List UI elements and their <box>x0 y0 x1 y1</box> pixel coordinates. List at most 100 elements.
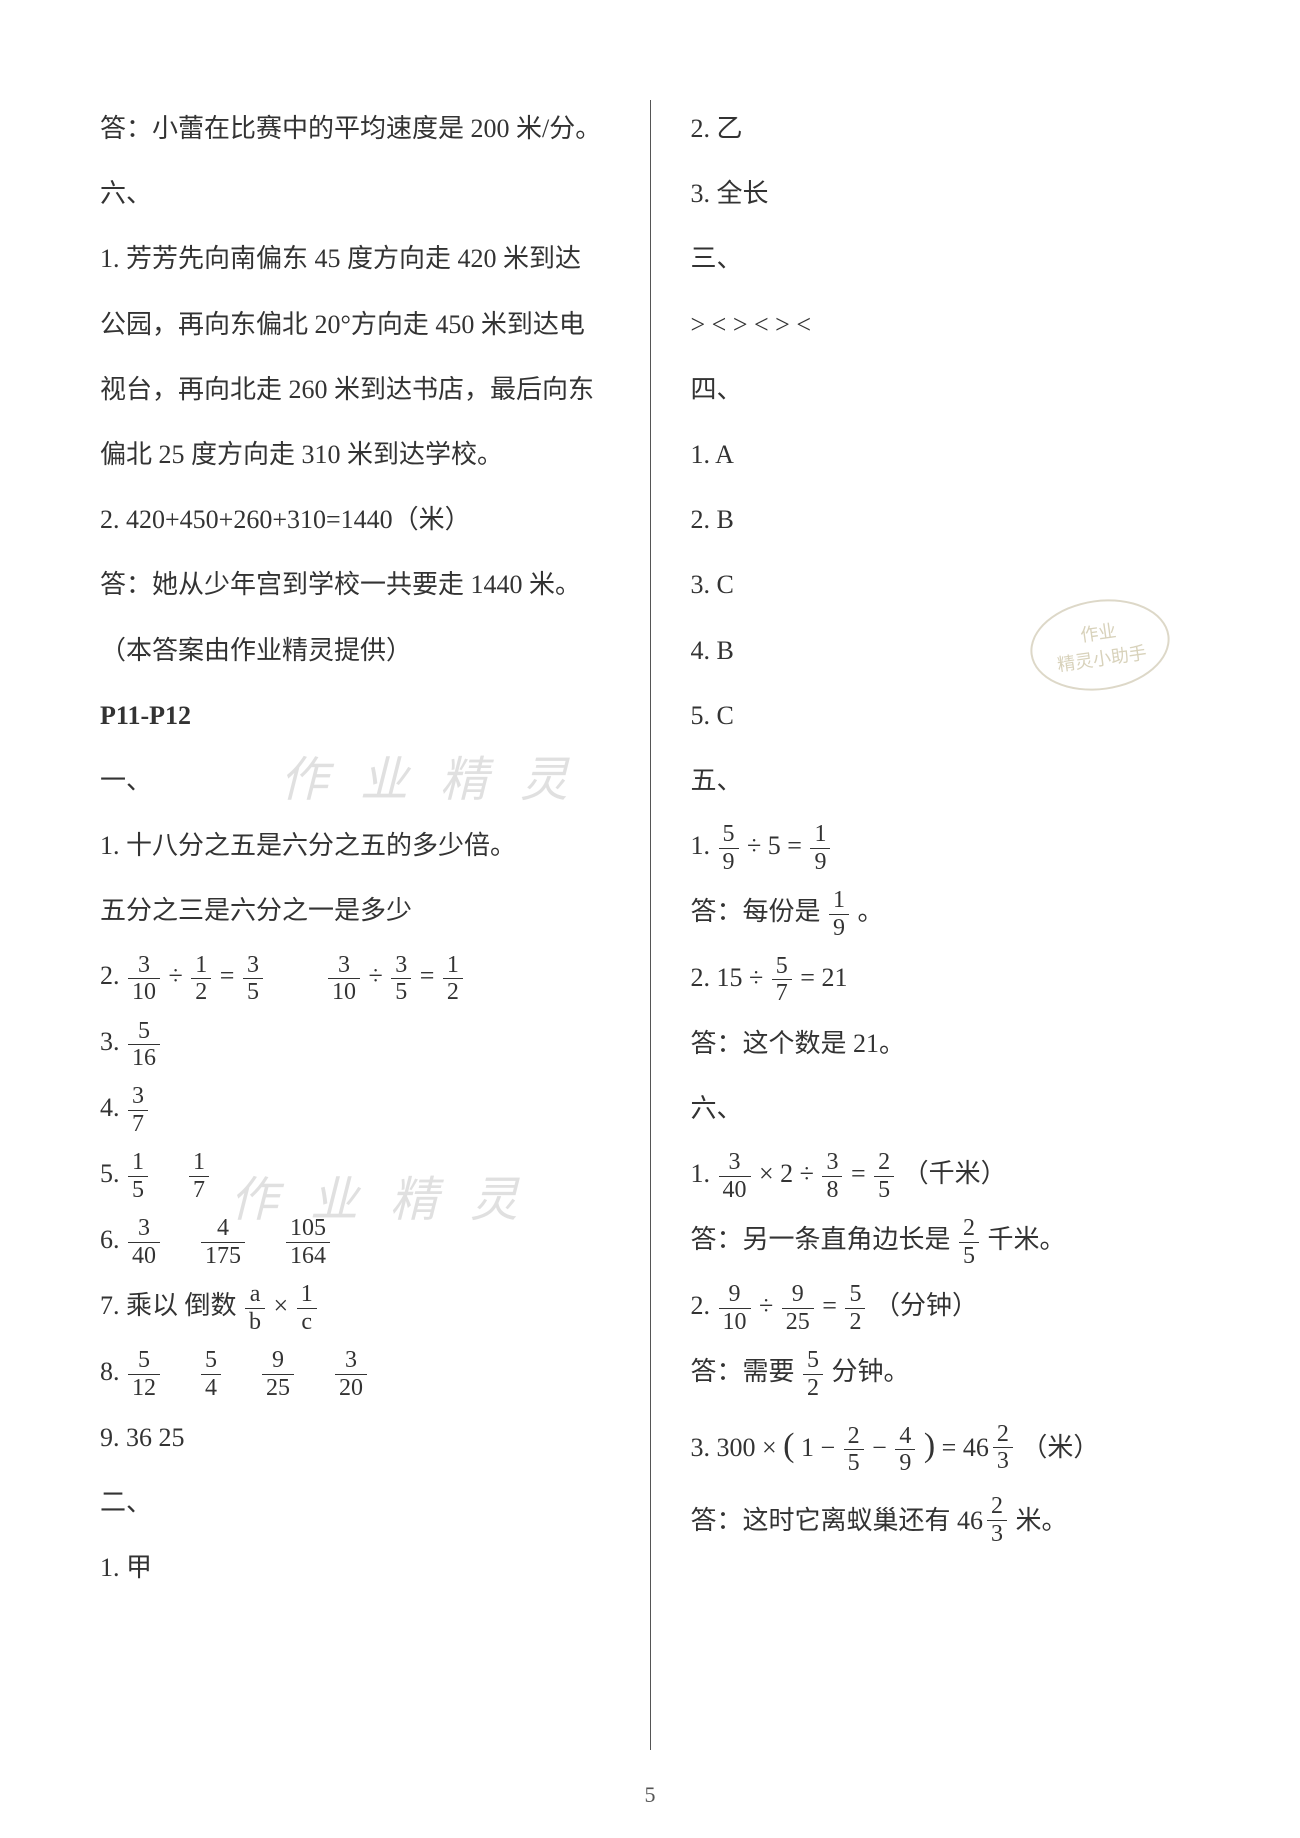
fraction: 25 <box>874 1149 894 1203</box>
text: 答：另一条直角边长是 <box>691 1225 951 1254</box>
fraction: 340 <box>128 1215 160 1269</box>
unit: （千米） <box>903 1159 1007 1188</box>
op: = <box>942 1433 957 1462</box>
num: 2 <box>780 1159 793 1188</box>
equation-line: 6. 340 4175 105164 <box>100 1211 610 1269</box>
text-line: 9. 36 25 <box>100 1409 610 1466</box>
text: 千米。 <box>988 1225 1066 1254</box>
label: 1. <box>691 1159 717 1188</box>
op: = <box>420 961 435 990</box>
section-heading: 三、 <box>691 230 1201 287</box>
label: 1. <box>691 831 717 860</box>
fraction: 25 <box>844 1423 864 1477</box>
unit: （米） <box>1021 1433 1099 1462</box>
text: 分钟。 <box>832 1357 910 1386</box>
text-line: 答：小蕾在比赛中的平均速度是 200 米/分。 <box>100 100 610 157</box>
equation-line: 3. 516 <box>100 1013 610 1071</box>
text-line: （本答案由作业精灵提供） <box>100 622 610 679</box>
fraction: 49 <box>895 1423 915 1477</box>
op: × <box>759 1159 774 1188</box>
paren: ( <box>783 1427 794 1464</box>
fraction: 310 <box>328 952 360 1006</box>
text: 答：这时它离蚁巢还有 <box>691 1506 951 1535</box>
num: 21 <box>821 963 847 992</box>
answer-line: 答：这个数是 21。 <box>691 1015 1201 1072</box>
text: 。 <box>858 897 884 926</box>
section-heading: 四、 <box>691 361 1201 418</box>
op: − <box>872 1433 887 1462</box>
section-heading: 五、 <box>691 752 1201 809</box>
equation-line: 8. 512 54 925 320 <box>100 1343 610 1401</box>
label: 3. <box>691 1433 717 1462</box>
equation-line: 7. 乘以 倒数 ab × 1c <box>100 1277 610 1335</box>
fraction: 1c <box>297 1281 317 1335</box>
fraction: 320 <box>335 1347 367 1401</box>
text-line: 3. 全长 <box>691 165 1201 222</box>
fraction: 17 <box>189 1149 209 1203</box>
equation-line: 1. 340 × 2 ÷ 38 = 25 （千米） <box>691 1145 1201 1203</box>
fraction: 37 <box>128 1083 148 1137</box>
equation-line: 2. 15 ÷ 57 = 21 <box>691 949 1201 1007</box>
equation-line: 2. 310 ÷ 12 = 35 310 ÷ 35 = 12 <box>100 947 610 1005</box>
fraction: 925 <box>262 1347 294 1401</box>
page-content: 答：小蕾在比赛中的平均速度是 200 米/分。 六、 1. 芳芳先向南偏东 45… <box>80 100 1220 1750</box>
fraction: 35 <box>243 952 263 1006</box>
text-line: 视台，再向北走 260 米到达书店，最后向东 <box>100 361 610 418</box>
right-column: 2. 乙 3. 全长 三、 > < > < > < 四、 1. A 2. B 3… <box>651 100 1221 1750</box>
label: 6. <box>100 1225 126 1254</box>
num: 5 <box>768 831 781 860</box>
label: 2. <box>100 961 126 990</box>
num: 1 <box>801 1433 814 1462</box>
fraction: 512 <box>128 1347 160 1401</box>
fraction: 38 <box>822 1149 842 1203</box>
text-line: 2. 乙 <box>691 100 1201 157</box>
text-line: 公园，再向东偏北 20°方向走 450 米到达电 <box>100 296 610 353</box>
label: 8. <box>100 1357 126 1386</box>
text-line: 2. 420+450+260+310=1440（米） <box>100 491 610 548</box>
answer-line: 答：需要 52 分钟。 <box>691 1343 1201 1401</box>
fraction: 310 <box>128 952 160 1006</box>
equation-line: 5. 15 17 <box>100 1145 610 1203</box>
mixed-number: 46 23 <box>963 1419 1015 1476</box>
left-column: 答：小蕾在比赛中的平均速度是 200 米/分。 六、 1. 芳芳先向南偏东 45… <box>80 100 651 1750</box>
fraction: 925 <box>782 1281 814 1335</box>
fraction: ab <box>245 1281 265 1335</box>
num: 15 <box>717 963 743 992</box>
fraction: 340 <box>719 1149 751 1203</box>
fraction: 105164 <box>286 1215 330 1269</box>
text-line: 偏北 25 度方向走 310 米到达学校。 <box>100 426 610 483</box>
fraction: 12 <box>443 952 463 1006</box>
text-line: 1. A <box>691 426 1201 483</box>
text: 答：需要 <box>691 1357 795 1386</box>
op: = <box>787 831 802 860</box>
section-heading: 一、 <box>100 752 610 809</box>
answer-line: 答：每份是 19 。 <box>691 883 1201 941</box>
op: ÷ <box>749 963 763 992</box>
label: 2. <box>691 963 717 992</box>
label: 7. 乘以 倒数 <box>100 1291 243 1320</box>
op: ÷ <box>747 831 761 860</box>
op: ÷ <box>169 961 183 990</box>
paren: ) <box>924 1427 935 1464</box>
op: − <box>821 1433 836 1462</box>
op: ÷ <box>800 1159 814 1188</box>
label: 4. <box>100 1093 126 1122</box>
equation-line: 3. 300 × ( 1 − 25 − 49 ) = 46 23 （米） <box>691 1409 1201 1484</box>
num: 300 <box>717 1433 756 1462</box>
fraction: 52 <box>803 1347 823 1401</box>
answer-line: 答：这时它离蚁巢还有 46 23 米。 <box>691 1492 1201 1549</box>
label: 5. <box>100 1159 126 1188</box>
page-ref-heading: P11-P12 <box>100 687 610 744</box>
text-line: 3. C <box>691 556 1201 613</box>
text-line: 5. C <box>691 687 1201 744</box>
op: ÷ <box>368 961 382 990</box>
fraction: 12 <box>191 952 211 1006</box>
text-line: 2. B <box>691 491 1201 548</box>
fraction: 15 <box>128 1149 148 1203</box>
label: 3. <box>100 1027 126 1056</box>
fraction: 910 <box>719 1281 751 1335</box>
op: × <box>274 1291 289 1320</box>
text: 答：每份是 <box>691 897 821 926</box>
op: = <box>851 1159 866 1188</box>
section-heading: 二、 <box>100 1474 610 1531</box>
